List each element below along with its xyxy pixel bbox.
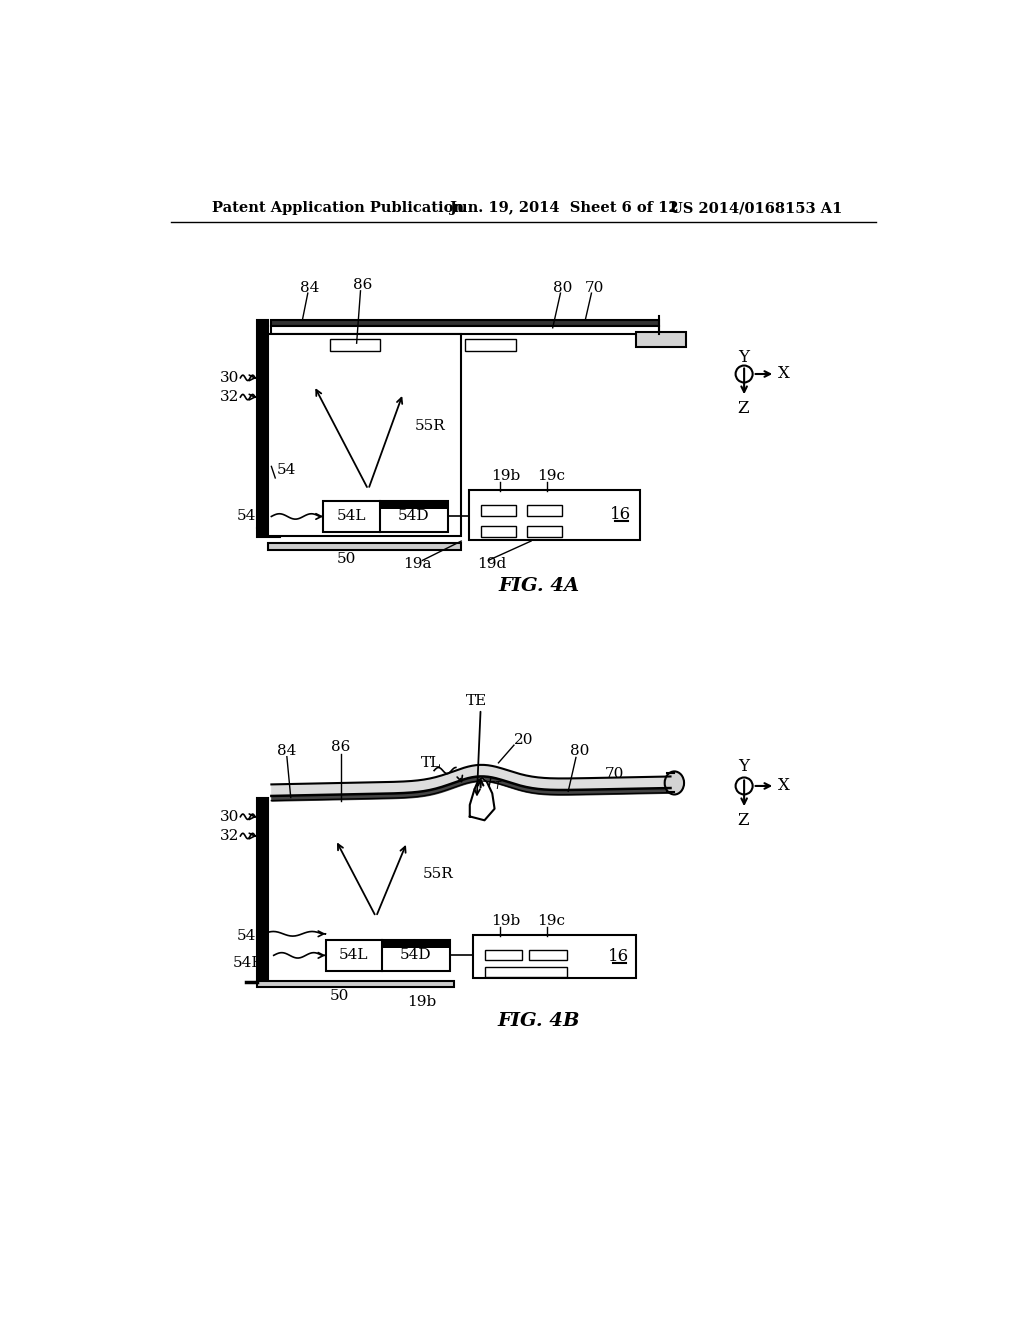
Text: 19b: 19b [407,995,436,1010]
Text: 19b: 19b [490,913,520,928]
Ellipse shape [665,771,684,795]
Text: 54D: 54D [398,510,430,524]
Bar [330,334,376,343]
Text: 54L: 54L [337,510,367,524]
Bar [380,502,449,508]
Text: 30: 30 [219,809,239,824]
Text: Patent Application Publication: Patent Application Publication [212,202,464,215]
Text: 80: 80 [569,744,589,758]
Text: 70: 70 [604,767,624,781]
Bar [529,950,566,960]
Bar [469,490,640,540]
Bar [271,321,658,326]
Text: 16: 16 [608,948,629,965]
Text: 55R: 55R [423,867,454,882]
Bar [527,527,562,537]
Bar [465,339,515,351]
Text: 50: 50 [337,552,356,566]
Text: 30: 30 [219,371,239,385]
Bar [330,339,380,351]
Text: FIG. 4B: FIG. 4B [498,1012,580,1030]
Bar [326,940,450,970]
Bar [324,502,449,532]
Bar [484,950,521,960]
Text: FIG. 4A: FIG. 4A [499,577,580,595]
Text: 16: 16 [609,506,631,523]
Text: 20: 20 [514,733,534,747]
Text: 32: 32 [219,391,239,404]
Bar [527,506,562,516]
Bar [382,940,450,948]
Bar [484,966,566,977]
Text: TE: TE [466,694,487,709]
Bar [473,935,636,978]
Text: 19d: 19d [477,557,506,572]
Bar [267,334,461,536]
Text: Y: Y [738,348,749,366]
Text: 55R: 55R [415,420,445,433]
Bar [257,321,267,528]
Bar [257,981,454,987]
Text: 32: 32 [219,829,239,843]
Text: 86: 86 [352,277,372,292]
Text: 19c: 19c [538,470,565,483]
Bar [257,797,267,982]
Text: 86: 86 [331,741,350,755]
Bar [271,326,658,334]
Text: X: X [778,777,791,795]
Text: X: X [778,366,791,383]
Text: 80: 80 [553,281,572,294]
Text: Jun. 19, 2014  Sheet 6 of 12: Jun. 19, 2014 Sheet 6 of 12 [450,202,678,215]
Text: 54: 54 [237,929,256,942]
Text: Y: Y [738,758,749,775]
Text: TL: TL [421,756,441,770]
Polygon shape [470,777,495,820]
Text: 54H: 54H [237,510,269,524]
Text: 54: 54 [276,463,296,478]
Text: 50: 50 [330,989,349,1003]
Text: US 2014/0168153 A1: US 2014/0168153 A1 [671,202,843,215]
Text: 54L: 54L [339,948,369,962]
Text: 54D: 54D [400,948,432,962]
Text: $F_T$: $F_T$ [486,776,504,792]
Text: 84: 84 [276,744,296,758]
Text: 70: 70 [586,281,604,294]
Text: 84: 84 [300,281,319,294]
Bar [480,506,515,516]
Bar [480,527,515,537]
Text: 19c: 19c [538,913,565,928]
Bar [257,528,280,537]
Text: 19b: 19b [490,470,520,483]
Bar [636,331,686,347]
Text: Z: Z [737,812,750,829]
Text: 19a: 19a [403,557,432,572]
Text: Z: Z [737,400,750,417]
Text: 54H: 54H [232,956,265,970]
Bar [267,544,461,549]
